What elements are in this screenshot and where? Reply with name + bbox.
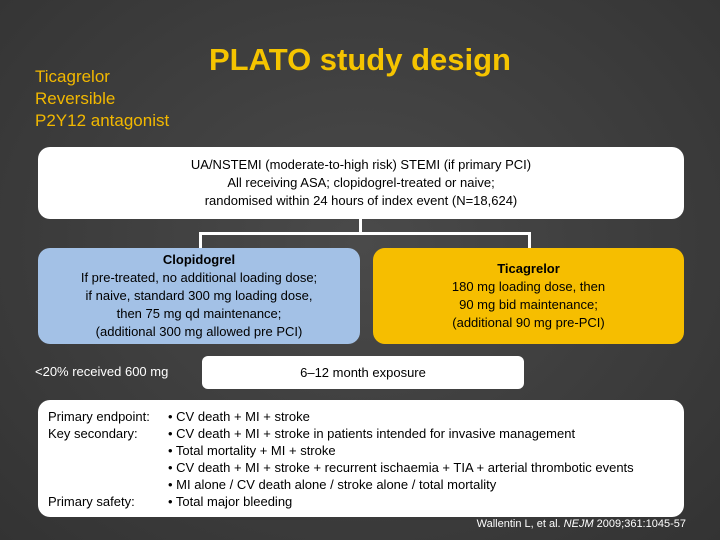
clopidogrel-arm-box: Clopidogrel If pre-treated, no additiona… — [38, 248, 360, 344]
drug-property: Reversible — [35, 89, 116, 108]
endpoint-item: • CV death + MI + stroke — [168, 409, 310, 424]
ticagrelor-arm-title: Ticagrelor — [497, 261, 560, 276]
connector-left-drop — [199, 232, 202, 248]
endpoint-row: • CV death + MI + stroke + recurrent isc… — [48, 459, 674, 476]
endpoint-item: • Total major bleeding — [168, 494, 293, 509]
loading-dose-note: <20% received 600 mg — [35, 364, 169, 379]
clopidogrel-arm-title: Clopidogrel — [162, 252, 236, 267]
ticagrelor-arm-line: 180 mg loading dose, then — [451, 279, 606, 294]
endpoint-item: • CV death + MI + stroke in patients int… — [168, 426, 576, 441]
ticagrelor-arm-box: Ticagrelor 180 mg loading dose, then 90 … — [373, 248, 684, 344]
drug-class: P2Y12 antagonist — [35, 111, 170, 130]
endpoint-item: • Total mortality + MI + stroke — [168, 443, 336, 458]
endpoint-label — [48, 476, 168, 493]
citation-ref: 2009;361:1045-57 — [593, 518, 686, 530]
clopidogrel-arm-line: if naive, standard 300 mg loading dose, — [85, 288, 313, 303]
inclusion-criteria-box: UA/NSTEMI (moderate-to-high risk) STEMI … — [38, 147, 684, 219]
ticagrelor-arm-line: (additional 90 mg pre-PCI) — [452, 315, 605, 330]
endpoints-box: Primary endpoint: • CV death + MI + stro… — [38, 400, 684, 517]
endpoint-label: Key secondary: — [48, 426, 138, 441]
clopidogrel-arm-line: (additional 300 mg allowed pre PCI) — [95, 324, 303, 339]
endpoint-label — [48, 442, 168, 459]
endpoint-row: Primary safety: • Total major bleeding — [48, 493, 674, 510]
exposure-label: 6–12 month exposure — [300, 364, 426, 380]
inclusion-line: UA/NSTEMI (moderate-to-high risk) STEMI … — [190, 157, 532, 172]
slide-title: PLATO study design — [209, 42, 511, 77]
endpoint-row: • MI alone / CV death alone / stroke alo… — [48, 476, 674, 493]
endpoint-row: • Total mortality + MI + stroke — [48, 442, 674, 459]
drug-name: Ticagrelor — [35, 67, 110, 86]
endpoint-row: Key secondary: • CV death + MI + stroke … — [48, 425, 674, 442]
connector-horizontal — [199, 232, 531, 235]
inclusion-line: randomised within 24 hours of index even… — [204, 193, 518, 208]
endpoint-item: • CV death + MI + stroke + recurrent isc… — [168, 460, 634, 475]
citation-journal: NEJM — [563, 518, 594, 530]
drug-description: Ticagrelor Reversible P2Y12 antagonist — [35, 66, 169, 132]
endpoint-label: Primary endpoint: — [48, 409, 150, 424]
clopidogrel-arm-line: then 75 mg qd maintenance; — [116, 306, 282, 321]
endpoint-item: • MI alone / CV death alone / stroke alo… — [168, 477, 497, 492]
citation: Wallentin L, et al. NEJM 2009;361:1045-5… — [477, 518, 686, 530]
ticagrelor-arm-line: 90 mg bid maintenance; — [459, 297, 598, 312]
connector-vertical-main — [359, 219, 362, 233]
exposure-box: 6–12 month exposure — [202, 356, 524, 389]
citation-authors: Wallentin L, et al. — [476, 518, 564, 530]
endpoint-label: Primary safety: — [48, 494, 135, 509]
endpoint-row: Primary endpoint: • CV death + MI + stro… — [48, 408, 674, 425]
connector-right-drop — [528, 232, 531, 248]
inclusion-line: All receiving ASA; clopidogrel-treated o… — [227, 175, 495, 190]
clopidogrel-arm-line: If pre-treated, no additional loading do… — [80, 270, 318, 285]
endpoint-label — [48, 459, 168, 476]
